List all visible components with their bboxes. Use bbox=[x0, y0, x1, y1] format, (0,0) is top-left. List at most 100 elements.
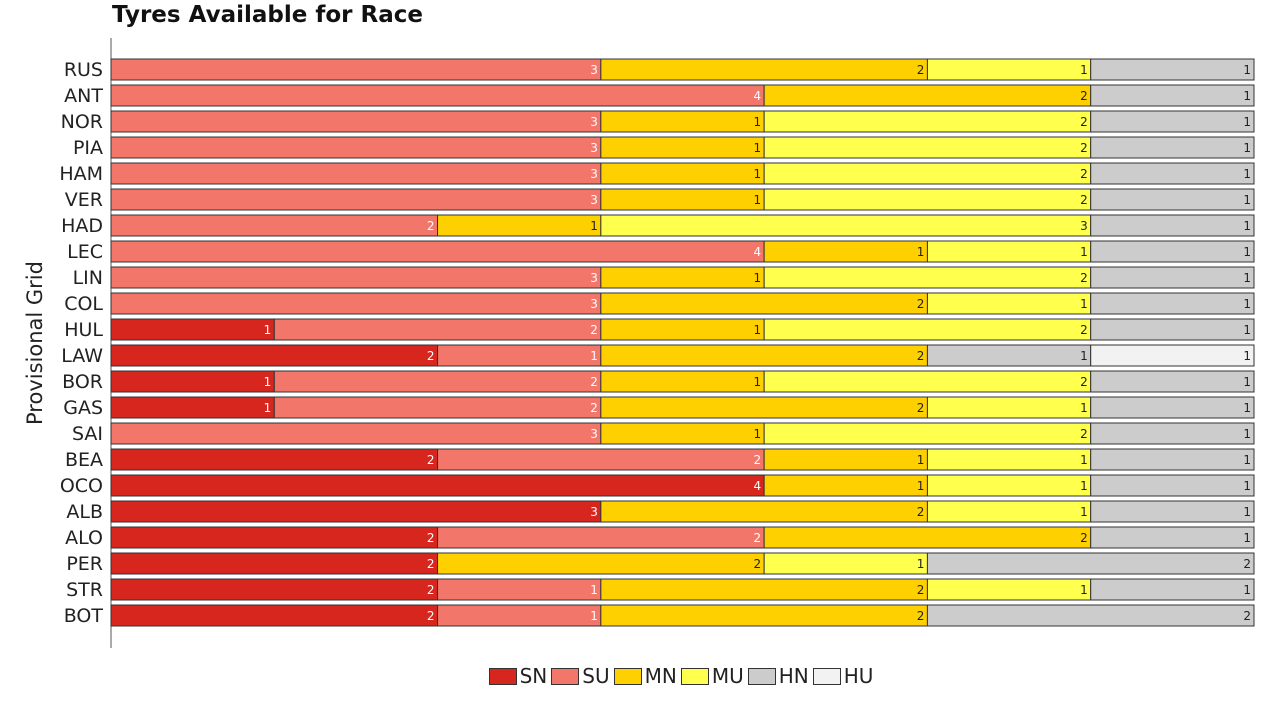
bar-segment bbox=[110, 500, 602, 523]
segment-value-label: 2 bbox=[427, 453, 435, 467]
bar-segment bbox=[110, 318, 275, 341]
segment-value-label: 1 bbox=[1080, 297, 1088, 311]
bar-segment bbox=[110, 188, 602, 211]
segment-value-label: 1 bbox=[1243, 479, 1251, 493]
bar-segment bbox=[110, 396, 275, 419]
segment-value-label: 1 bbox=[264, 323, 272, 337]
category-label: ALO bbox=[65, 527, 103, 549]
bar-segment bbox=[600, 396, 928, 419]
segment-value-label: 1 bbox=[1243, 141, 1251, 155]
bar-segment bbox=[110, 214, 439, 237]
bar-segment bbox=[1090, 136, 1255, 159]
bar-segment bbox=[1090, 214, 1255, 237]
segment-value-label: 3 bbox=[590, 427, 598, 441]
category-label: VER bbox=[65, 189, 103, 211]
category-label: LAW bbox=[61, 345, 103, 367]
category-label: SAI bbox=[72, 423, 103, 445]
legend-item: HN bbox=[747, 664, 811, 688]
category-label: LIN bbox=[73, 267, 103, 289]
bar-segment bbox=[600, 500, 928, 523]
segment-value-label: 1 bbox=[917, 245, 925, 259]
bar-segment bbox=[600, 136, 765, 159]
segment-value-label: 1 bbox=[1243, 63, 1251, 77]
segment-value-label: 1 bbox=[1080, 245, 1088, 259]
bar-segment bbox=[600, 604, 928, 627]
segment-value-label: 4 bbox=[754, 89, 762, 103]
bar-segment bbox=[110, 370, 275, 393]
legend-swatch bbox=[812, 667, 841, 685]
bar-segment bbox=[763, 136, 1092, 159]
segment-value-label: 2 bbox=[1080, 531, 1088, 545]
segment-value-label: 3 bbox=[590, 115, 598, 129]
segment-value-label: 3 bbox=[590, 141, 598, 155]
segment-value-label: 2 bbox=[917, 63, 925, 77]
segment-value-label: 2 bbox=[427, 609, 435, 623]
segment-value-label: 2 bbox=[754, 557, 762, 571]
segment-value-label: 2 bbox=[1080, 427, 1088, 441]
bar-segment bbox=[600, 162, 765, 185]
segment-value-label: 3 bbox=[590, 63, 598, 77]
bar-segment bbox=[1090, 448, 1255, 471]
bar-segment bbox=[110, 578, 439, 601]
bar-segment bbox=[763, 110, 1092, 133]
segment-value-label: 1 bbox=[1080, 583, 1088, 597]
segment-value-label: 1 bbox=[754, 427, 762, 441]
bar-segment bbox=[1090, 526, 1255, 549]
segment-value-label: 2 bbox=[1080, 167, 1088, 181]
legend-label: HU bbox=[843, 664, 874, 688]
legend-label: SN bbox=[519, 664, 548, 688]
bar-segment bbox=[1090, 292, 1255, 315]
segment-value-label: 1 bbox=[917, 557, 925, 571]
bar-segment bbox=[926, 500, 1092, 523]
segment-value-label: 1 bbox=[1243, 297, 1251, 311]
legend-swatch bbox=[488, 667, 517, 685]
category-label: HAM bbox=[59, 163, 103, 185]
bar-segment bbox=[1090, 266, 1255, 289]
bar-segment bbox=[1090, 396, 1255, 419]
segment-value-label: 1 bbox=[1243, 427, 1251, 441]
segment-value-label: 2 bbox=[1243, 609, 1251, 623]
bar-segment bbox=[273, 318, 602, 341]
bar-segment bbox=[926, 448, 1092, 471]
bar-segment bbox=[600, 58, 928, 81]
segment-value-label: 1 bbox=[754, 375, 762, 389]
bar-segment bbox=[763, 370, 1092, 393]
bar-segment bbox=[600, 214, 1092, 237]
bar-segment bbox=[1090, 474, 1255, 497]
bar-segment bbox=[1090, 188, 1255, 211]
legend-swatch bbox=[680, 667, 709, 685]
bar-segment bbox=[926, 474, 1092, 497]
bar-segment bbox=[273, 370, 602, 393]
segment-value-label: 2 bbox=[1080, 375, 1088, 389]
segment-value-label: 2 bbox=[917, 609, 925, 623]
segment-value-label: 1 bbox=[1243, 89, 1251, 103]
bar-segment bbox=[1090, 84, 1255, 107]
legend-label: SU bbox=[582, 664, 610, 688]
bar-segment bbox=[1090, 162, 1255, 185]
bar-segment bbox=[600, 578, 928, 601]
segment-value-label: 2 bbox=[1080, 271, 1088, 285]
category-label: LEC bbox=[67, 241, 103, 263]
legend-swatch bbox=[613, 667, 642, 685]
segment-value-label: 2 bbox=[917, 505, 925, 519]
bar-segment bbox=[110, 526, 439, 549]
category-label: NOR bbox=[61, 111, 103, 133]
segment-value-label: 3 bbox=[590, 505, 598, 519]
bar-segment bbox=[763, 188, 1092, 211]
category-label: BEA bbox=[65, 449, 103, 471]
segment-value-label: 1 bbox=[1243, 219, 1251, 233]
category-label: ALB bbox=[66, 501, 103, 523]
segment-value-label: 2 bbox=[1080, 89, 1088, 103]
bar-segment bbox=[926, 552, 1255, 575]
segment-value-label: 1 bbox=[754, 323, 762, 337]
segment-value-label: 2 bbox=[1080, 323, 1088, 337]
legend-item: HU bbox=[812, 664, 876, 688]
chart-title: Tyres Available for Race bbox=[112, 2, 423, 28]
bar-segment bbox=[110, 448, 439, 471]
bar-segment bbox=[273, 396, 602, 419]
bar-segment bbox=[763, 162, 1092, 185]
bar-rows: RUS 3 2 1 1 ANT 4 2 1 NOR 3 1 2 1 PIA 3 1 2 1 HAM 3 1 2 1 VER 3 1 2… bbox=[59, 58, 1255, 627]
segment-value-label: 2 bbox=[1243, 557, 1251, 571]
category-label: HUL bbox=[64, 319, 103, 341]
bar-segment bbox=[1090, 240, 1255, 263]
